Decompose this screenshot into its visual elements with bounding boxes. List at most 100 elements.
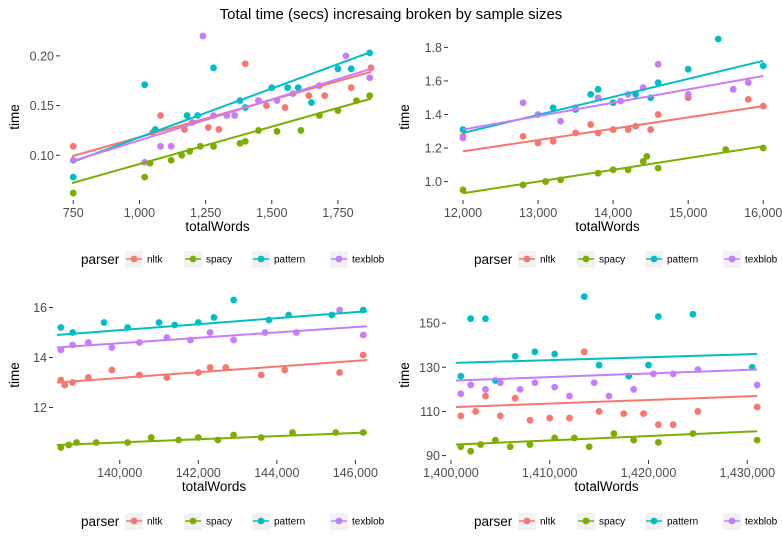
legend-dot-spacy: [189, 255, 197, 263]
legend-label-spacy: spacy: [599, 517, 625, 528]
data-point-texblob: [729, 85, 737, 93]
data-point-spacy: [167, 156, 175, 164]
legend-label-texblob: texblob: [745, 517, 778, 528]
legend-label-pattern: pattern: [274, 255, 305, 266]
trend-line-nltk: [462, 105, 764, 153]
legend-label-texblob: texblob: [352, 517, 385, 528]
data-point-nltk: [472, 408, 480, 415]
data-point-spacy: [289, 429, 296, 436]
data-point-nltk: [580, 348, 588, 356]
data-point-spacy: [630, 436, 638, 444]
y-axis-title: time: [397, 362, 412, 388]
data-point-spacy: [273, 128, 281, 135]
data-point-spacy: [241, 137, 249, 145]
data-point-nltk: [359, 351, 367, 359]
y-tick-label: 1.2: [425, 142, 442, 156]
legend-dot-nltk: [523, 255, 531, 263]
y-tick-label: 14: [33, 351, 47, 365]
data-point-nltk: [640, 410, 647, 418]
data-point-spacy: [236, 139, 244, 147]
legend-title: parser: [474, 252, 513, 267]
data-point-spacy: [526, 441, 534, 448]
data-point-nltk: [647, 126, 655, 133]
x-tick-label: 12,000: [444, 206, 482, 220]
legend-dot-pattern: [650, 517, 658, 525]
chart-panel-4: 90 110 130 150 1,400,000 1,410,000 1,420,000 1,…: [397, 293, 778, 530]
data-point-nltk: [549, 137, 557, 145]
data-point-pattern: [684, 65, 692, 73]
x-tick-label: 16,000: [744, 206, 782, 220]
x-tick-label: 142,000: [176, 466, 221, 480]
legend-title: parser: [474, 514, 513, 529]
legend-label-pattern: pattern: [667, 517, 698, 528]
trend-line-texblob: [455, 368, 758, 382]
data-point-pattern: [587, 90, 595, 98]
y-tick-label: 0.15: [30, 99, 54, 113]
legend: parser nltk spacy pattern texblob: [474, 251, 778, 268]
x-tick-label: 14,000: [594, 206, 632, 220]
data-point-pattern: [210, 314, 218, 321]
legend-label-nltk: nltk: [540, 255, 557, 266]
legend-label-pattern: pattern: [274, 517, 305, 528]
data-point-nltk: [624, 126, 632, 133]
chart-panel-3: 12 14 16 140,000 142,000 144,000 146,000 totalW…: [7, 296, 385, 530]
data-point-texblob: [459, 134, 467, 142]
y-tick-label: 110: [420, 405, 440, 419]
legend-label-spacy: spacy: [206, 255, 232, 266]
data-point-texblob: [654, 60, 662, 68]
data-point-nltk: [526, 416, 534, 424]
data-point-texblob: [496, 379, 504, 387]
y-tick-label: 1.4: [425, 108, 442, 122]
legend-label-nltk: nltk: [147, 517, 164, 528]
data-point-spacy: [639, 158, 647, 165]
data-point-pattern: [714, 35, 722, 43]
trend-line-texblob: [56, 325, 368, 349]
y-tick-label: 90: [426, 449, 440, 463]
data-point-texblob: [531, 379, 539, 387]
data-point-pattern: [645, 361, 652, 369]
data-point-texblob: [231, 112, 239, 119]
data-point-spacy: [759, 144, 767, 152]
y-axis-title: time: [7, 362, 22, 388]
data-point-spacy: [610, 430, 618, 437]
data-point-texblob: [519, 99, 527, 107]
data-point-nltk: [69, 142, 77, 150]
data-point-texblob: [84, 339, 92, 346]
data-point-pattern: [141, 81, 149, 89]
data-point-nltk: [511, 394, 519, 402]
x-tick-label: 1,410,000: [522, 466, 578, 480]
data-point-nltk: [744, 95, 752, 103]
data-point-nltk: [654, 421, 662, 429]
data-point-pattern: [457, 372, 465, 380]
data-point-nltk: [215, 126, 223, 133]
data-point-nltk: [669, 421, 677, 429]
x-tick-label: 750: [63, 206, 84, 220]
trend-line-spacy: [455, 430, 758, 446]
data-point-spacy: [366, 92, 374, 100]
data-point-pattern: [284, 84, 292, 92]
data-point-texblob: [684, 90, 692, 98]
x-tick-label: 1,000: [124, 206, 155, 220]
legend-dot-pattern: [650, 255, 658, 263]
x-tick-label: 144,000: [254, 466, 299, 480]
data-point-pattern: [57, 324, 65, 331]
data-point-pattern: [689, 310, 697, 318]
data-point-nltk: [204, 124, 212, 131]
data-point-nltk: [654, 111, 662, 118]
legend-title: parser: [81, 514, 120, 529]
legend-title: parser: [81, 252, 120, 267]
trend-line-texblob: [462, 74, 764, 131]
chart-panel-2: 1.0 1.2 1.4 1.6 1.8 12,000 13,000 14,000 15,000 1…: [397, 35, 782, 268]
chart-panel-1: 0.10 0.15 0.20 750 1,000 1,250 1,500 1,750 total…: [7, 32, 385, 268]
data-point-spacy: [506, 443, 514, 451]
data-point-texblob: [516, 385, 524, 393]
data-point-spacy: [230, 431, 238, 439]
data-point-pattern: [183, 112, 191, 119]
data-point-texblob: [605, 392, 613, 400]
data-point-nltk: [157, 112, 164, 119]
data-point-nltk: [347, 84, 355, 92]
data-point-nltk: [281, 366, 289, 374]
x-tick-label: 1,420,000: [621, 466, 677, 480]
legend-dot-spacy: [582, 517, 590, 525]
